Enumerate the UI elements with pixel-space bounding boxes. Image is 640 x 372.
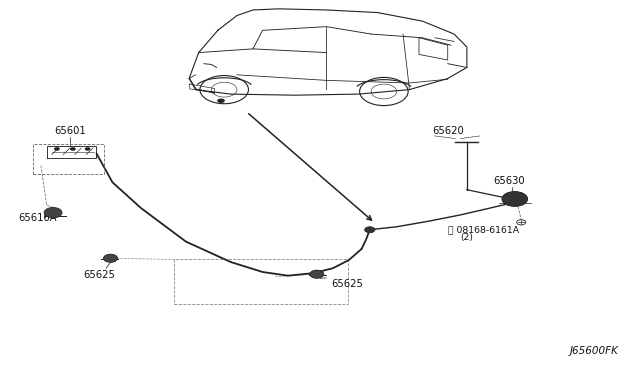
Text: 65625: 65625 (332, 279, 364, 289)
Text: 65625: 65625 (84, 270, 116, 280)
Circle shape (310, 270, 324, 278)
Circle shape (104, 254, 118, 262)
Circle shape (85, 147, 90, 150)
Circle shape (44, 208, 62, 218)
Text: J65600FK: J65600FK (570, 346, 619, 356)
Text: (2): (2) (461, 234, 474, 243)
Circle shape (70, 147, 76, 150)
Text: 65630: 65630 (493, 176, 525, 186)
Circle shape (365, 227, 375, 233)
Circle shape (54, 147, 60, 150)
Bar (33, 144, 104, 174)
Text: 65610A: 65610A (19, 213, 57, 223)
Bar (174, 259, 348, 304)
Text: Ⓑ 08168-6161A: Ⓑ 08168-6161A (448, 225, 519, 234)
Text: 65620: 65620 (432, 126, 463, 136)
Circle shape (217, 99, 225, 103)
Text: 65601: 65601 (54, 126, 86, 136)
Circle shape (502, 192, 527, 206)
